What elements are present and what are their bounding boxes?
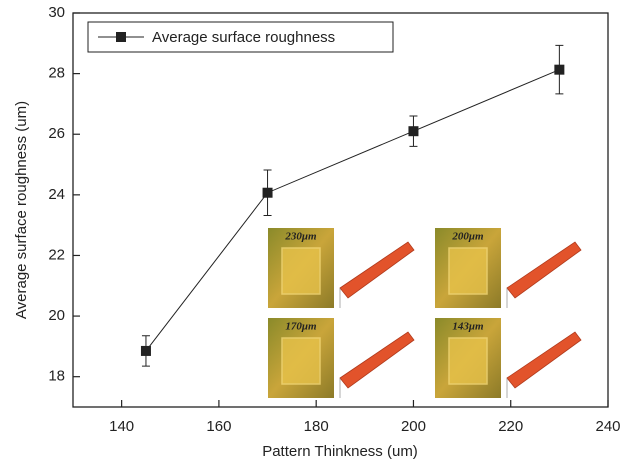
y-tick-label: 22 (48, 246, 65, 263)
x-tick-label: 140 (109, 418, 134, 435)
legend-box (87, 21, 394, 53)
x-tick-label: 220 (498, 418, 523, 435)
y-tick-label: 26 (48, 125, 65, 142)
x-tick-label: 160 (206, 418, 231, 435)
y-tick-label: 20 (48, 307, 65, 324)
inset-label: 200μm (451, 231, 484, 243)
plot-frame (72, 12, 609, 408)
cube-face (281, 337, 321, 385)
insets: 230μm 200μm 170μm 143μm (268, 228, 582, 398)
data-point (554, 64, 565, 75)
x-axis-label: Pattern Thinkness (um) (262, 443, 418, 460)
y-tick-label: 18 (48, 368, 65, 385)
cube-face (448, 337, 488, 385)
surface-plot (339, 241, 415, 299)
inset-label: 170μm (285, 321, 317, 333)
cube-face (448, 247, 488, 295)
surface-plot (506, 331, 582, 389)
legend-marker (116, 32, 126, 42)
inset-label: 230μm (284, 231, 317, 243)
y-tick-label: 24 (48, 186, 65, 203)
legend-label: Average surface roughness (152, 29, 335, 46)
data-point (140, 345, 151, 356)
y-tick-label: 28 (48, 65, 65, 82)
data-point (408, 126, 419, 137)
inset-label: 143μm (452, 321, 484, 333)
x-tick-label: 200 (401, 418, 426, 435)
surface-plot (506, 241, 582, 299)
x-tick-label: 240 (595, 418, 620, 435)
series-line (145, 69, 560, 352)
cube-face (281, 247, 321, 295)
surface-plot (339, 331, 415, 389)
x-tick-label: 180 (304, 418, 329, 435)
y-tick-label: 30 (48, 4, 65, 21)
data-point (262, 187, 273, 198)
y-axis-label: Average surface roughness (um) (13, 101, 30, 319)
